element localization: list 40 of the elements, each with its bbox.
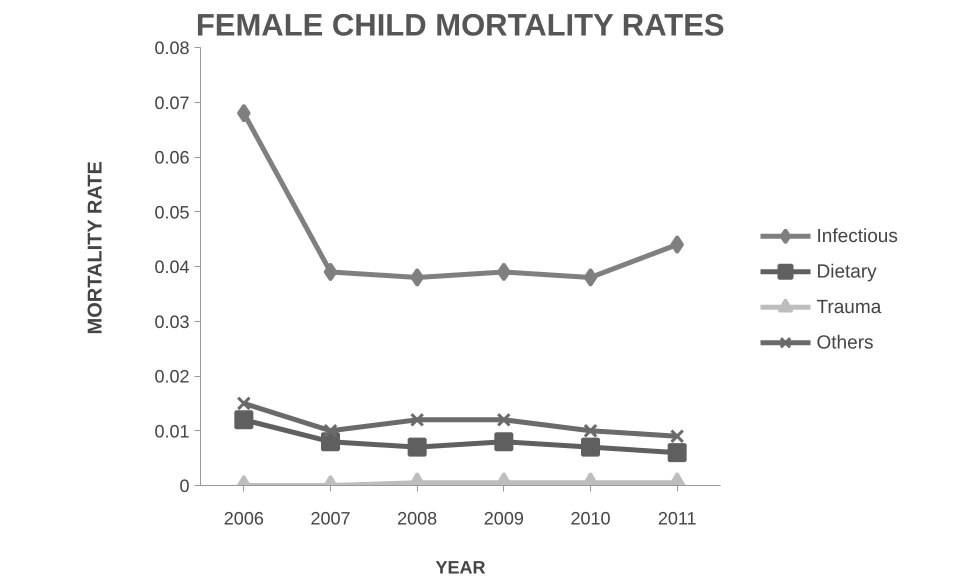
point [323,424,338,438]
point [668,443,687,462]
y-tick-label: 0.02 [154,366,190,386]
point [321,432,340,452]
point [583,424,598,438]
point [410,268,424,287]
y-tick-label: 0.05 [154,202,190,222]
chart-title: FEMALE CHILD MORTALITY RATES [196,8,725,42]
point [496,412,511,427]
point [497,262,511,282]
y-tick-label: 0.08 [154,38,190,58]
x-tick-label: 2008 [397,508,438,528]
legend-label: Trauma [816,296,882,318]
legend-label: Infectious [816,226,898,247]
y-axis-title: MORTALITY RATE [84,161,106,334]
point [410,412,424,427]
x-tick-label: 2007 [310,508,351,528]
legend-label: Dietary [816,261,878,282]
x-tick-label: 2006 [224,508,264,528]
y-tick-label: 0.07 [154,92,190,113]
x-tick-label: 2009 [484,508,524,528]
point [670,429,684,444]
point [584,268,598,287]
y-tick-label: 0.01 [154,421,190,442]
point [236,396,251,411]
point [237,104,251,123]
point [581,438,600,457]
point [324,262,338,282]
point [494,432,514,452]
y-tick-label: 0 [179,476,190,496]
y-tick-label: 0.06 [154,148,190,168]
point [670,235,684,254]
x-tick-label: 2010 [570,508,611,528]
point [408,438,427,457]
x-axis-title: YEAR [435,558,486,578]
point [234,410,254,430]
x-tick-label: 2011 [658,508,697,528]
legend-label: Others [816,332,874,354]
y-tick-label: 0.04 [154,257,190,277]
y-tick-label: 0.03 [154,312,190,332]
